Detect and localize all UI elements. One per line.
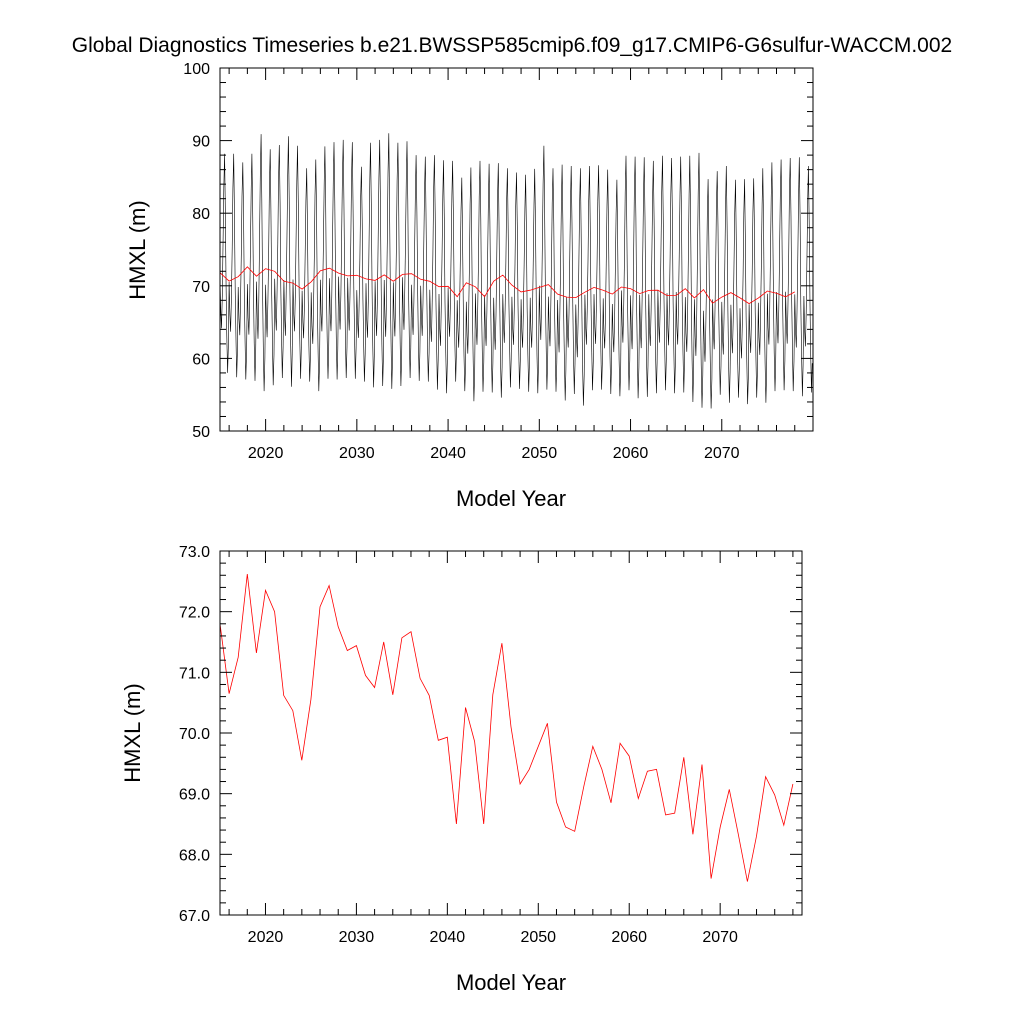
top-panel-y-tick-label: 100 [183,61,210,78]
bottom-panel-tick-labels: 2020 2030 2040 2050 2060 2070 67.0 68.0 69.0 70.0… [179,544,738,946]
bottom-panel-x-axis-label: Model Year [456,970,566,995]
top-panel-frame [219,67,814,432]
bottom-panel-series [219,574,794,882]
bottom-panel-y-tick-label: 69.0 [179,787,210,804]
bottom-panel-x-tick-label: 2030 [339,929,375,946]
top-panel-x-tick-label: 2040 [430,445,466,462]
top-panel-x-tick-label: 2020 [248,445,284,462]
bottom-panel-x-tick-label: 2020 [248,929,284,946]
bottom-panel-y-tick-label: 67.0 [179,908,210,925]
top-panel-x-axis-label: Model Year [456,486,566,511]
bottom-panel-y-tick-label: 68.0 [179,847,210,864]
top-panel-x-tick-label: 2030 [339,445,375,462]
top-panel-y-tick-label: 60 [192,351,210,368]
top-panel: 2020 2030 2040 2050 2060 2070 50 60 70 80 90 100 Mo… [125,61,814,511]
bottom-panel-y-tick-label: 71.0 [179,665,210,682]
bottom-panel-y-tick-label: 73.0 [179,544,210,561]
bottom-panel-x-tick-label: 2060 [611,929,647,946]
top-panel-monthly-series-line [219,133,813,409]
bottom-panel-y-axis-label: HMXL (m) [120,683,145,782]
top-panel-y-tick-label: 70 [192,279,210,296]
bottom-panel-y-tick-label: 70.0 [179,726,210,743]
top-panel-y-tick-label: 80 [192,206,210,223]
figure-title: Global Diagnostics Timeseries b.e21.BWSS… [72,34,952,57]
bottom-panel-y-tick-label: 72.0 [179,605,210,622]
bottom-panel-x-tick-label: 2050 [520,929,556,946]
top-panel-series [219,133,813,409]
top-panel-y-axis-label: HMXL (m) [125,200,150,299]
top-panel-annual-series-line [219,266,795,305]
bottom-panel-annual-series-line [219,574,794,882]
top-panel-y-tick-label: 50 [192,424,210,441]
top-panel-y-tick-label: 90 [192,134,210,151]
top-panel-x-tick-label: 2050 [522,445,558,462]
bottom-panel: 2020 2030 2040 2050 2060 2070 67.0 68.0 69.0 70.0… [120,544,803,995]
bottom-panel-x-tick-label: 2040 [430,929,466,946]
top-panel-ticks [220,67,814,432]
top-panel-tick-labels: 2020 2030 2040 2050 2060 2070 50 60 70 80 90 100 [183,61,739,462]
top-panel-x-tick-label: 2060 [613,445,649,462]
top-panel-x-tick-label: 2070 [704,445,740,462]
bottom-panel-x-tick-label: 2070 [702,929,738,946]
bottom-panel-ticks [220,550,802,916]
